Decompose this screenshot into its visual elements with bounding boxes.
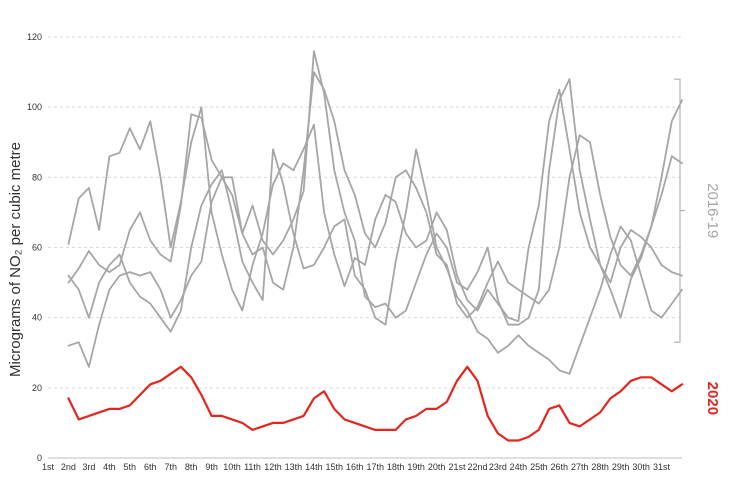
axis-layer: 0 20 40 60 80 100 120 1st 2nd 3rd 4th 5th 6th 7th 8th 9… <box>7 32 682 472</box>
x-tick-label: 26th <box>551 462 569 472</box>
series-line-2016-19 <box>67 50 683 368</box>
x-tick-label: 13th <box>285 462 303 472</box>
x-tick-label: 19th <box>407 462 425 472</box>
x-tick-label: 20th <box>428 462 446 472</box>
x-tick-label: 29th <box>612 462 630 472</box>
series-line-2016-19 <box>67 71 683 319</box>
series-layer <box>67 50 684 442</box>
bracket-2016-19 <box>674 78 685 343</box>
x-tick-label: 25th <box>530 462 548 472</box>
x-tick-label: 23rd <box>489 462 507 472</box>
y-tick-label: 60 <box>32 243 42 253</box>
x-tick-label: 27th <box>571 462 589 472</box>
y-tick-label: 20 <box>32 383 42 393</box>
y-tick-label: 40 <box>32 313 42 323</box>
series-line-2020 <box>67 365 684 442</box>
y-tick-label: 120 <box>27 32 42 42</box>
x-tick-label: 28th <box>591 462 609 472</box>
series-line-2016-19 <box>67 148 683 375</box>
x-tick-label: 17th <box>366 462 384 472</box>
x-tick-label: 9th <box>205 462 218 472</box>
x-tick-label: 12th <box>264 462 282 472</box>
annotation-2016-19: 2016-19 <box>704 183 721 238</box>
x-tick-label: 6th <box>144 462 157 472</box>
series-line-2016-19 <box>67 88 683 323</box>
x-tick-label: 18th <box>387 462 405 472</box>
x-tick-label: 5th <box>124 462 137 472</box>
x-tick-label: 11th <box>244 462 261 472</box>
x-tick-label: 14th <box>305 462 323 472</box>
x-tick-label: 24th <box>510 462 528 472</box>
x-tick-label: 10th <box>223 462 241 472</box>
x-tick-label: 1st <box>42 462 55 472</box>
x-tick-label: 8th <box>185 462 198 472</box>
x-tick-label: 21st <box>449 462 467 472</box>
y-tick-label: 100 <box>27 102 42 112</box>
y-tick-label: 0 <box>37 453 42 463</box>
x-tick-label: 3rd <box>82 462 95 472</box>
x-tick-label: 15th <box>326 462 344 472</box>
x-tick-label: 30th <box>632 462 650 472</box>
x-tick-label: 16th <box>346 462 364 472</box>
grid-layer <box>48 36 682 389</box>
y-tick-label: 80 <box>32 172 42 182</box>
x-tick-label: 31st <box>653 462 671 472</box>
annotation-layer: 2016-19 2020 <box>674 78 721 415</box>
x-tick-label: 7th <box>164 462 177 472</box>
x-tick-label: 4th <box>103 462 116 472</box>
y-axis-label: Micrograms of NO₂ per cubic metre <box>7 142 24 377</box>
annotation-2020: 2020 <box>704 382 721 415</box>
x-tick-label: 2nd <box>61 462 76 472</box>
x-tick-label: 22nd <box>467 462 487 472</box>
